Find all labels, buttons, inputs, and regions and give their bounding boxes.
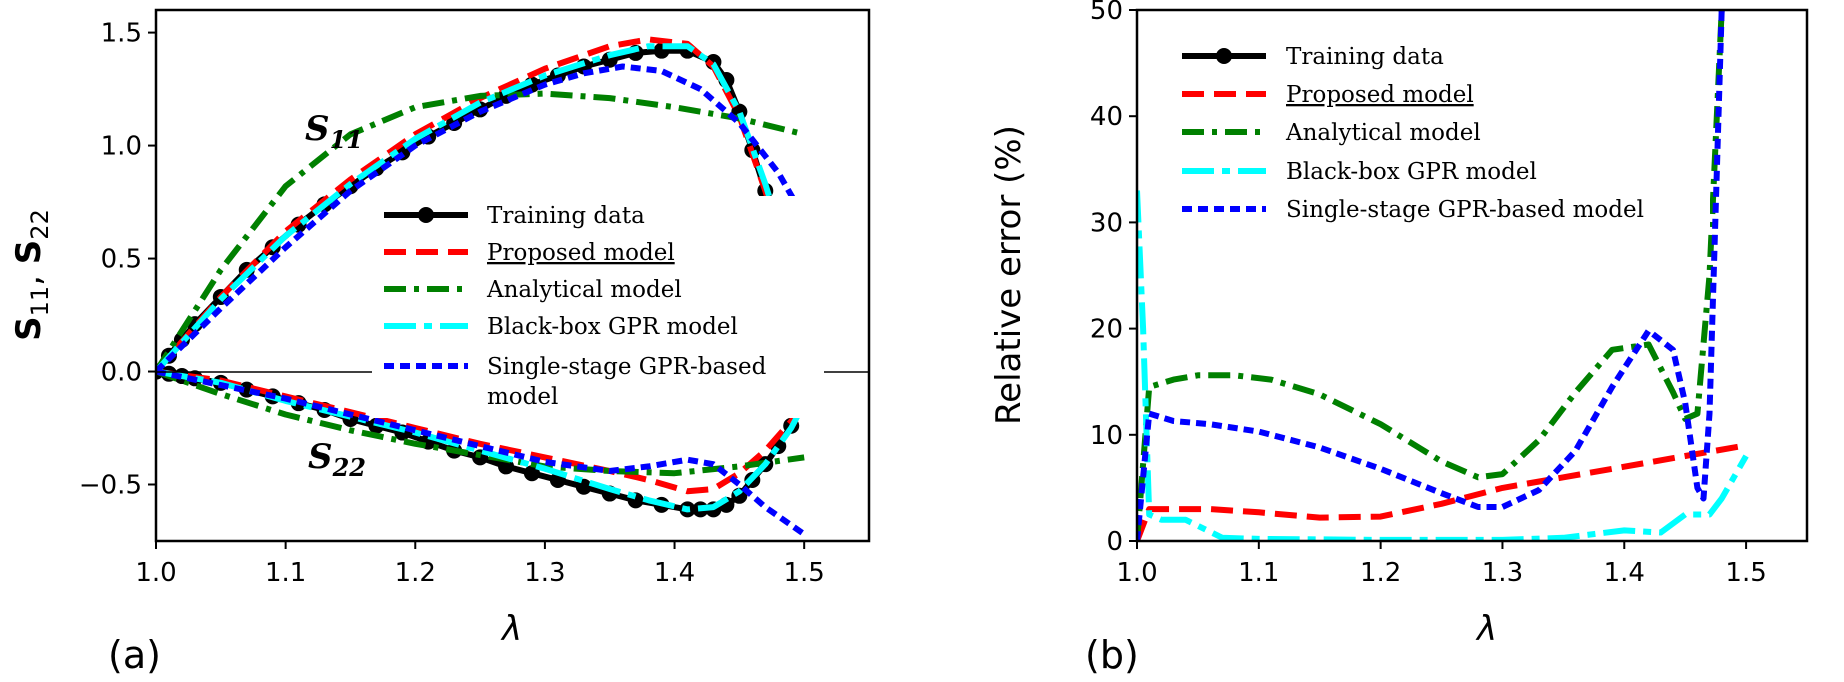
panel-b-ticks: 1.0 1.1 1.2 1.3 1.4 1.5 0 10 20 30 40 50 — [1090, 0, 1767, 588]
legend-a-proposed-model: Proposed model — [384, 240, 675, 266]
legend-a-label-proposed: Proposed model — [487, 240, 675, 266]
legend-a-blackbox-gpr: Black-box GPR model — [384, 314, 738, 340]
legend-b-analytical-model: Analytical model — [1182, 120, 1481, 146]
x-tick-label: 1.3 — [524, 558, 565, 588]
legend-a-marker — [418, 207, 434, 223]
panel-b-chart: 1.0 1.1 1.2 1.3 1.4 1.5 0 10 20 30 40 50 Relative e… — [989, 0, 1809, 677]
panel-a-series-group — [156, 36, 813, 537]
legend-b-label-single-stage: Single-stage GPR-based model — [1286, 197, 1644, 223]
series-line-black-box-gpr-model-s11 — [156, 43, 808, 374]
panel-a-ticks: 1.0 1.1 1.2 1.3 1.4 1.5 −0.5 0.0 0.5 1.0 1.5 — [79, 19, 825, 588]
x-tick-label: 1.3 — [1482, 558, 1523, 588]
panel-b-ylabel: Relative error (%) — [989, 125, 1029, 425]
x-tick-label: 1.1 — [1238, 558, 1279, 588]
x-tick-label: 1.5 — [1725, 558, 1766, 588]
y-tick-label: 0.5 — [101, 245, 142, 275]
legend-b-proposed-model: Proposed model — [1182, 82, 1474, 108]
annotation-s11: S11 — [305, 109, 363, 154]
legend-b-label-blackbox: Black-box GPR model — [1286, 159, 1537, 185]
y-tick-label: 30 — [1090, 208, 1123, 238]
series-line-analytical-model — [1137, 10, 1725, 541]
panel-a-legend-box — [372, 196, 824, 418]
series-line-proposed-model-s11 — [156, 36, 808, 374]
x-tick-label: 1.0 — [135, 558, 176, 588]
legend-a-label-single-stage-2: model — [487, 384, 558, 410]
legend-b-label-proposed: Proposed model — [1286, 82, 1474, 108]
series-line-black-box-gpr-model — [1137, 190, 1749, 541]
series-line-single-stage-gpr-based-model-s11 — [156, 63, 807, 374]
y-tick-label: 40 — [1090, 102, 1123, 132]
legend-b-single-stage-gpr: Single-stage GPR-based model — [1182, 197, 1644, 223]
panel-b-label: (b) — [1085, 633, 1139, 677]
panel-a-label: (a) — [108, 633, 161, 677]
legend-b-label-training: Training data — [1286, 44, 1444, 70]
series-line-analytical-model-s22 — [156, 368, 805, 477]
x-tick-label: 1.1 — [265, 558, 306, 588]
legend-b-training-data: Training data — [1182, 44, 1444, 70]
legend-a-label-blackbox: Black-box GPR model — [487, 314, 738, 340]
legend-a-training-data: Training data — [384, 203, 645, 229]
panel-b-xlabel: λ — [1475, 609, 1497, 649]
x-tick-label: 1.2 — [1360, 558, 1401, 588]
panel-a-chart: 1.0 1.1 1.2 1.3 1.4 1.5 −0.5 0.0 0.5 1.0 1.5 S11 S… — [9, 8, 871, 677]
y-tick-label: 0 — [1106, 527, 1123, 557]
panel-b-legend: Training data Proposed model Analytical … — [1170, 36, 1710, 232]
y-tick-label: 10 — [1090, 421, 1123, 451]
series-line-analytical-model-s11 — [156, 90, 805, 374]
data-point — [498, 458, 515, 475]
panel-a-frame — [154, 8, 871, 543]
panel-a-xlabel: λ — [500, 609, 522, 649]
panel-b-frame — [1135, 8, 1809, 543]
x-tick-label: 1.5 — [784, 558, 825, 588]
x-tick-label: 1.4 — [654, 558, 695, 588]
legend-a-label-training: Training data — [487, 203, 645, 229]
x-tick-label: 1.4 — [1604, 558, 1645, 588]
x-tick-label: 1.2 — [395, 558, 436, 588]
legend-a-analytical-model: Analytical model — [384, 277, 682, 303]
legend-b-blackbox-gpr: Black-box GPR model — [1182, 159, 1537, 185]
y-tick-label: 50 — [1090, 0, 1123, 26]
panel-a-legend: Training data Proposed model Analytical … — [372, 196, 824, 418]
y-tick-label: 20 — [1090, 315, 1123, 345]
y-tick-label: 1.0 — [101, 132, 142, 162]
y-tick-label: 0.0 — [101, 358, 142, 388]
legend-a-single-stage-gpr: Single-stage GPR-based model — [384, 354, 767, 410]
y-tick-label: 1.5 — [101, 19, 142, 49]
series-line-black-box-gpr-model-s22 — [156, 368, 807, 513]
annotation-s22: S22 — [308, 437, 366, 482]
legend-b-marker — [1216, 48, 1232, 64]
panel-a-ylabel: S11, S22 — [9, 209, 54, 341]
series-line-single-stage-gpr-based-model — [1137, 10, 1725, 541]
legend-b-label-analytical: Analytical model — [1285, 120, 1481, 146]
x-tick-label: 1.0 — [1116, 558, 1157, 588]
series-line-proposed-model — [1137, 442, 1747, 541]
y-tick-label: −0.5 — [79, 471, 142, 501]
legend-a-label-analytical: Analytical model — [486, 277, 682, 303]
legend-a-label-single-stage-1: Single-stage GPR-based — [487, 354, 767, 380]
series-line-single-stage-gpr-based-model-s22 — [156, 368, 806, 537]
